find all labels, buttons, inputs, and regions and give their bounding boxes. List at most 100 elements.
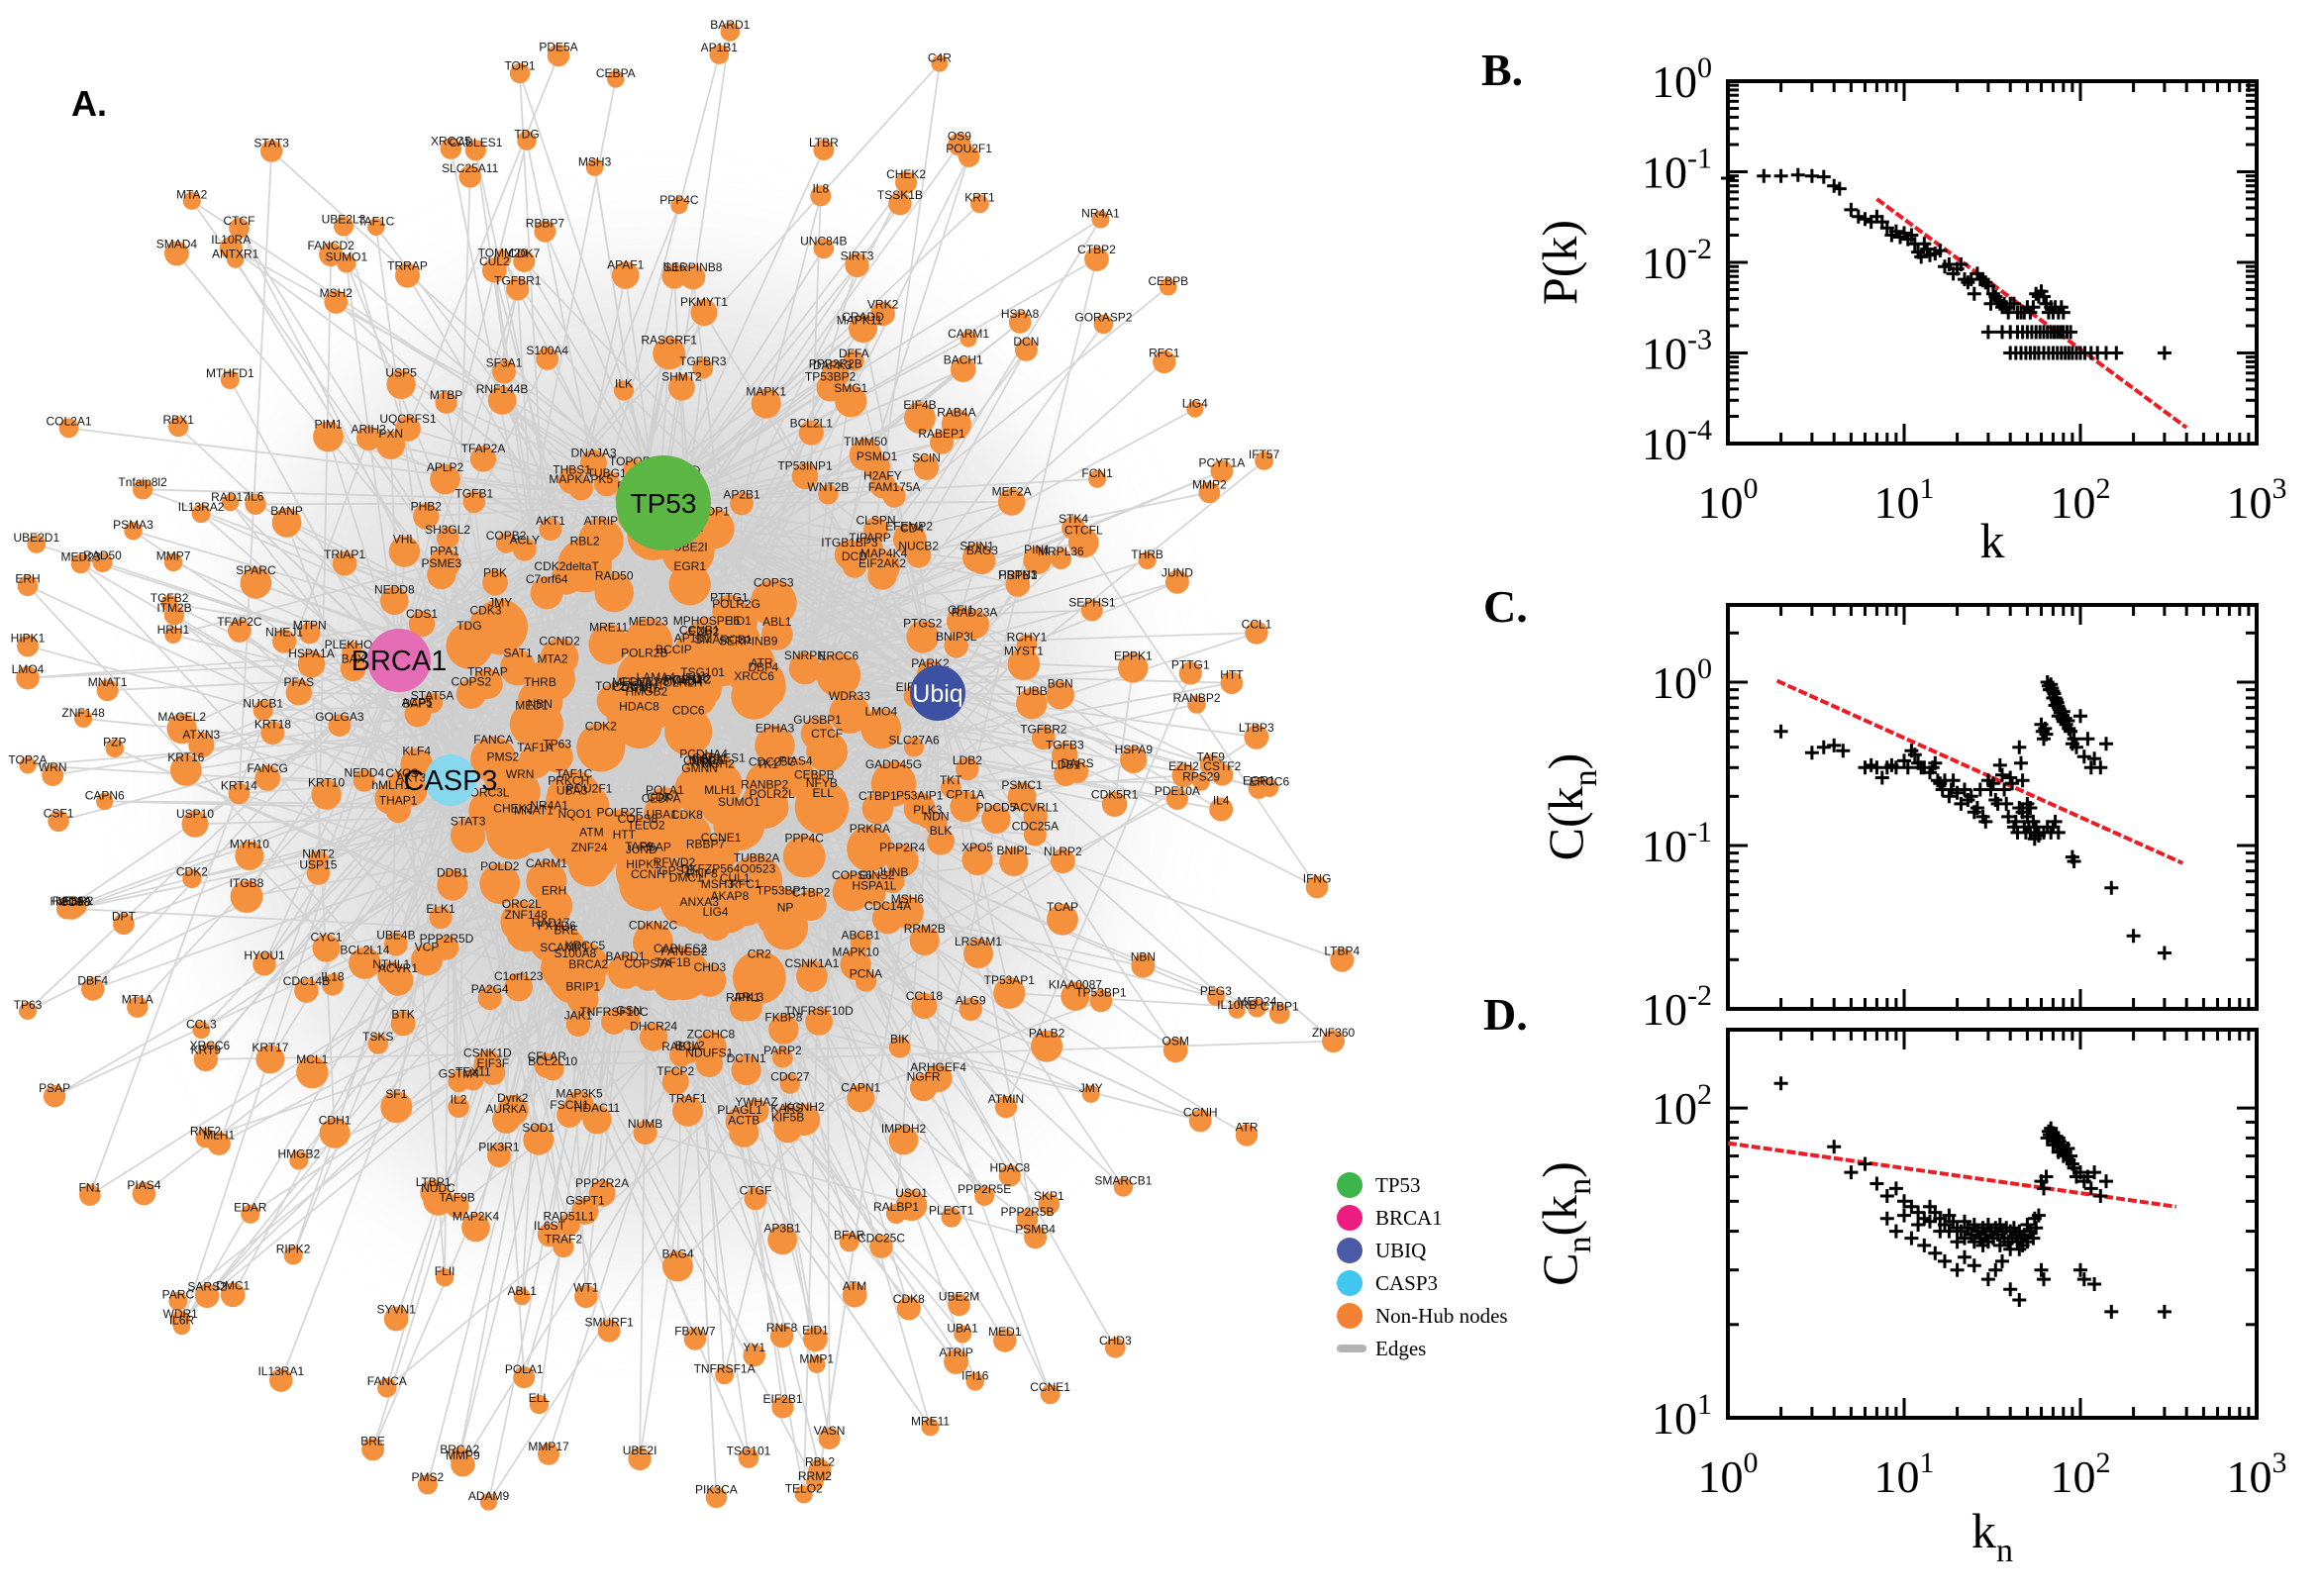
network-node[interactable] [168,416,189,438]
network-node[interactable] [860,708,902,749]
network-node[interactable] [601,1008,627,1035]
network-node[interactable] [633,960,663,991]
network-node[interactable] [994,1095,1018,1119]
network-node[interactable] [462,490,485,514]
network-node[interactable] [958,146,980,167]
network-node[interactable] [1206,987,1225,1006]
network-node[interactable] [882,484,906,508]
network-node[interactable] [553,1236,574,1258]
network-node[interactable] [1084,247,1109,271]
network-node[interactable] [386,369,416,399]
network-node[interactable] [956,756,979,781]
network-node[interactable] [745,761,790,807]
network-node[interactable] [940,777,961,798]
network-node[interactable] [547,44,570,67]
network-node[interactable] [469,607,502,640]
network-node[interactable] [743,1344,765,1367]
network-node[interactable] [340,655,366,682]
network-node[interactable] [805,1008,833,1036]
network-node[interactable] [342,642,362,662]
network-node[interactable] [105,739,125,758]
network-node[interactable] [839,1232,859,1252]
network-node[interactable] [17,575,39,597]
network-node[interactable] [891,895,924,929]
network-node[interactable] [695,1049,724,1078]
network-node[interactable] [565,1012,591,1037]
network-node[interactable] [1046,680,1074,710]
network-node[interactable] [870,761,917,807]
network-node[interactable] [965,1372,984,1391]
network-node[interactable] [81,977,105,1001]
network-node[interactable] [124,522,143,541]
network-node[interactable] [690,299,718,327]
network-node[interactable] [751,388,781,419]
network-node[interactable] [319,1117,351,1148]
network-node[interactable] [306,861,331,885]
network-node[interactable] [241,1204,260,1224]
network-node[interactable] [896,1296,921,1321]
network-node[interactable] [132,479,153,500]
network-node[interactable] [541,1057,564,1081]
network-node[interactable] [506,277,530,301]
network-node[interactable] [294,978,319,1003]
network-node[interactable] [888,191,912,216]
network-node[interactable] [194,1283,220,1308]
network-node[interactable] [1162,1038,1188,1063]
network-node[interactable] [843,349,864,371]
network-node[interactable] [944,1348,969,1374]
network-node[interactable] [355,426,381,451]
network-node[interactable] [1164,569,1189,594]
network-node[interactable] [192,1021,211,1040]
network-node[interactable] [201,1043,219,1060]
network-node[interactable] [611,261,640,289]
network-node[interactable] [96,679,119,702]
network-node[interactable] [395,262,420,288]
network-node[interactable] [235,841,264,871]
network-node[interactable] [1050,848,1075,874]
network-node[interactable] [1060,981,1090,1011]
network-node[interactable] [847,826,893,872]
network-node[interactable] [510,807,556,853]
network-node[interactable] [1093,314,1114,335]
network-node[interactable] [207,1132,231,1155]
network-node[interactable] [644,795,678,831]
network-node[interactable] [847,1084,875,1113]
network-node[interactable] [450,1446,470,1467]
network-node[interactable] [950,791,981,823]
network-node[interactable] [283,1246,303,1265]
network-node[interactable] [948,1293,970,1317]
network-node[interactable] [458,165,482,188]
network-node[interactable] [779,1073,801,1094]
network-node[interactable] [1040,1384,1060,1405]
network-node[interactable] [252,700,273,721]
network-node[interactable] [229,218,250,239]
network-node[interactable] [963,939,993,968]
network-node[interactable] [593,470,620,497]
network-node[interactable] [667,373,695,401]
network-node[interactable] [863,517,888,542]
network-node[interactable] [993,1329,1017,1352]
network-node[interactable] [383,1306,409,1332]
network-node[interactable] [188,732,215,758]
network-node[interactable] [941,1207,961,1228]
network-node[interactable] [384,932,408,956]
network-node[interactable] [92,552,113,572]
network-node[interactable] [661,263,687,289]
network-node[interactable] [481,257,507,283]
network-node[interactable] [1031,1030,1063,1062]
network-node[interactable] [324,290,349,314]
network-node[interactable] [903,737,925,757]
network-node[interactable] [1228,1001,1246,1019]
network-node[interactable] [411,944,443,976]
network-node[interactable] [1153,349,1176,374]
network-node[interactable] [1113,1177,1133,1197]
network-node[interactable] [1210,459,1234,483]
network-node[interactable] [954,1325,971,1344]
network-node[interactable] [164,626,182,645]
network-node[interactable] [771,1396,794,1419]
network-node[interactable] [885,844,919,877]
network-node[interactable] [633,922,673,963]
network-node[interactable] [679,1043,701,1063]
network-node[interactable] [328,714,352,737]
network-node[interactable] [796,960,828,992]
